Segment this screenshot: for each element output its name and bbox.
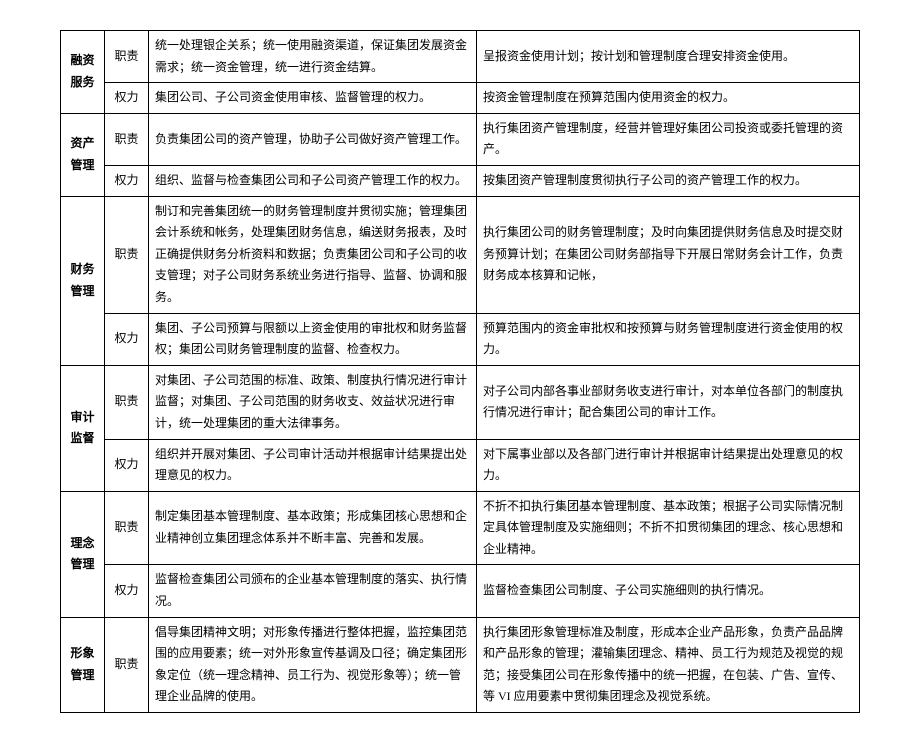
- table-row: 资产管理职责负责集团公司的资产管理，协助子公司做好资产管理工作。执行集团资产管理…: [61, 113, 860, 165]
- content-cell-1: 组织、监督与检查集团公司和子公司资产管理工作的权力。: [149, 165, 477, 196]
- category-cell: 审计监督: [61, 365, 105, 491]
- content-cell-2: 按集团资产管理制度贯彻执行子公司的资产管理工作的权力。: [477, 165, 860, 196]
- type-cell: 权力: [105, 565, 149, 617]
- content-cell-2: 对子公司内部各事业部财务收支进行审计，对本单位各部门的制度执行情况进行审计；配合…: [477, 365, 860, 439]
- type-cell: 职责: [105, 617, 149, 712]
- category-cell: 形象管理: [61, 617, 105, 712]
- category-cell: 融资服务: [61, 31, 105, 114]
- type-cell: 职责: [105, 491, 149, 565]
- table-row: 权力集团公司、子公司资金使用审核、监督管理的权力。按资金管理制度在预算范围内使用…: [61, 83, 860, 114]
- table-row: 权力组织并开展对集团、子公司审计活动并根据审计结果提出处理意见的权力。对下属事业…: [61, 439, 860, 491]
- content-cell-2: 对下属事业部以及各部门进行审计并根据审计结果提出处理意见的权力。: [477, 439, 860, 491]
- table-row: 理念管理职责制定集团基本管理制度、基本政策；形成集团核心思想和企业精神创立集团理…: [61, 491, 860, 565]
- type-cell: 权力: [105, 439, 149, 491]
- content-cell-1: 制定集团基本管理制度、基本政策；形成集团核心思想和企业精神创立集团理念体系并不断…: [149, 491, 477, 565]
- type-cell: 职责: [105, 365, 149, 439]
- content-cell-1: 监督检查集团公司颁布的企业基本管理制度的落实、执行情况。: [149, 565, 477, 617]
- table-row: 权力监督检查集团公司颁布的企业基本管理制度的落实、执行情况。监督检查集团公司制度…: [61, 565, 860, 617]
- type-cell: 权力: [105, 83, 149, 114]
- content-cell-1: 负责集团公司的资产管理，协助子公司做好资产管理工作。: [149, 113, 477, 165]
- content-cell-2: 执行集团公司的财务管理制度；及时向集团提供财务信息及时提交财务预算计划；在集团公…: [477, 196, 860, 313]
- table-row: 融资服务职责统一处理银企关系；统一使用融资渠道，保证集团发展资金需求；统一资金管…: [61, 31, 860, 83]
- table-row: 权力集团、子公司预算与限额以上资金使用的审批权和财务监督权；集团公司财务管理制度…: [61, 313, 860, 365]
- type-cell: 权力: [105, 313, 149, 365]
- type-cell: 职责: [105, 31, 149, 83]
- type-cell: 职责: [105, 196, 149, 313]
- content-cell-2: 执行集团资产管理制度，经营并管理好集团公司投资或委托管理的资产。: [477, 113, 860, 165]
- content-cell-1: 统一处理银企关系；统一使用融资渠道，保证集团发展资金需求；统一资金管理，统一进行…: [149, 31, 477, 83]
- content-cell-2: 监督检查集团公司制度、子公司实施细则的执行情况。: [477, 565, 860, 617]
- table-row: 形象管理职责倡导集团精神文明；对形象传播进行整体把握，监控集团范围的应用要素；统…: [61, 617, 860, 712]
- content-cell-1: 集团公司、子公司资金使用审核、监督管理的权力。: [149, 83, 477, 114]
- content-cell-1: 制订和完善集团统一的财务管理制度并贯彻实施；管理集团会计系统和帐务，处理集团财务…: [149, 196, 477, 313]
- management-table: 融资服务职责统一处理银企关系；统一使用融资渠道，保证集团发展资金需求；统一资金管…: [60, 30, 860, 713]
- table-row: 权力组织、监督与检查集团公司和子公司资产管理工作的权力。按集团资产管理制度贯彻执…: [61, 165, 860, 196]
- content-cell-1: 对集团、子公司范围的标准、政策、制度执行情况进行审计监督；对集团、子公司范围的财…: [149, 365, 477, 439]
- content-cell-1: 倡导集团精神文明；对形象传播进行整体把握，监控集团范围的应用要素；统一对外形象宣…: [149, 617, 477, 712]
- category-cell: 资产管理: [61, 113, 105, 196]
- content-cell-1: 组织并开展对集团、子公司审计活动并根据审计结果提出处理意见的权力。: [149, 439, 477, 491]
- category-cell: 理念管理: [61, 491, 105, 617]
- category-cell: 财务管理: [61, 196, 105, 365]
- type-cell: 权力: [105, 165, 149, 196]
- content-cell-2: 呈报资金使用计划；按计划和管理制度合理安排资金使用。: [477, 31, 860, 83]
- content-cell-2: 不折不扣执行集团基本管理制度、基本政策；根据子公司实际情况制定具体管理制度及实施…: [477, 491, 860, 565]
- type-cell: 职责: [105, 113, 149, 165]
- table-row: 审计监督职责对集团、子公司范围的标准、政策、制度执行情况进行审计监督；对集团、子…: [61, 365, 860, 439]
- content-cell-2: 按资金管理制度在预算范围内使用资金的权力。: [477, 83, 860, 114]
- content-cell-2: 执行集团形象管理标准及制度，形成本企业产品形象，负责产品品牌和产品形象的管理；灌…: [477, 617, 860, 712]
- table-row: 财务管理职责制订和完善集团统一的财务管理制度并贯彻实施；管理集团会计系统和帐务，…: [61, 196, 860, 313]
- content-cell-2: 预算范围内的资金审批权和按预算与财务管理制度进行资金使用的权力。: [477, 313, 860, 365]
- content-cell-1: 集团、子公司预算与限额以上资金使用的审批权和财务监督权；集团公司财务管理制度的监…: [149, 313, 477, 365]
